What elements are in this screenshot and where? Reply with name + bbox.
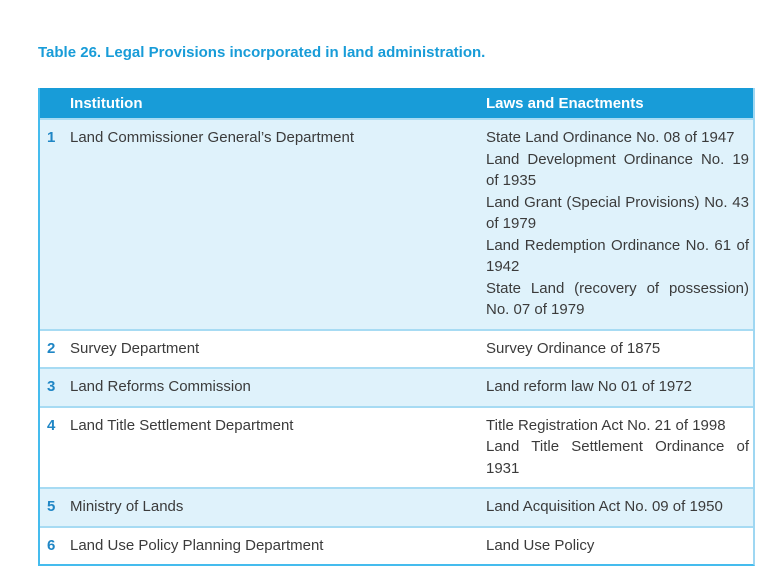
header-cell-laws: Laws and Enactments [486,94,644,112]
law-entry: Title Registration Act No. 21 of 1998 [486,416,726,434]
table-caption: Table 26. Legal Provisions incorporated … [38,44,486,61]
laws-cell: Land Acquisition Act No. 09 of 1950 [486,496,753,518]
table-row: 6 Land Use Policy Planning Department La… [40,525,753,565]
institution-cell: Land Reforms Commission [70,378,251,395]
row-number: 6 [47,536,56,554]
row-number: 3 [47,378,56,395]
row-number: 4 [47,416,56,434]
row-number: 2 [47,339,56,357]
laws-cell: Land Use Policy [486,535,753,557]
law-entry: Survey Ordinance of 1875 [486,339,661,357]
law-entry: Land Acquisition Act No. 09 of 1950 [486,498,723,515]
law-entry: Land Redemption Ordinance No. 61 of 1942 [486,236,749,276]
law-entry: State Land (recovery of possession) No. … [486,279,749,319]
institution-cell: Land Commissioner General’s Department [70,129,355,146]
table-header-row: Institution Laws and Enactments [40,88,753,118]
law-entry: Land Use Policy [486,536,595,554]
laws-cell: State Land Ordinance No. 08 of 1947 Land … [486,127,753,321]
laws-cell: Title Registration Act No. 21 of 1998 Lan… [486,415,753,480]
institution-cell: Survey Department [70,339,200,357]
row-number: 1 [47,129,56,146]
law-entry: State Land Ordinance No. 08 of 1947 [486,129,735,146]
table-row: 4 Land Title Settlement Department Title… [40,405,753,488]
law-entry: Land Title Settlement Ordinance of 1931 [486,438,749,477]
table-row: 2 Survey Department Survey Ordinance of … [40,328,753,368]
institution-cell: Ministry of Lands [70,498,184,515]
institution-cell: Land Title Settlement Department [70,416,294,434]
table-row: 3 Land Reforms Commission Land reform la… [40,367,753,406]
row-number: 5 [47,498,56,515]
table-row: 1 Land Commissioner General’s Department… [40,118,753,329]
law-entry: Land Grant (Special Provisions) No. 43 o… [486,193,749,233]
legal-provisions-table: Institution Laws and Enactments 1 Land C… [38,88,755,566]
laws-cell: Survey Ordinance of 1875 [486,338,753,360]
laws-cell: Land reform law No 01 of 1972 [486,376,753,398]
header-cell-institution: Institution [70,94,143,112]
law-entry: Land Development Ordinance No. 19 of 193… [486,150,749,190]
law-entry: Land reform law No 01 of 1972 [486,378,692,395]
table-row: 5 Ministry of Lands Land Acquisition Act… [40,487,753,526]
institution-cell: Land Use Policy Planning Department [70,536,324,554]
